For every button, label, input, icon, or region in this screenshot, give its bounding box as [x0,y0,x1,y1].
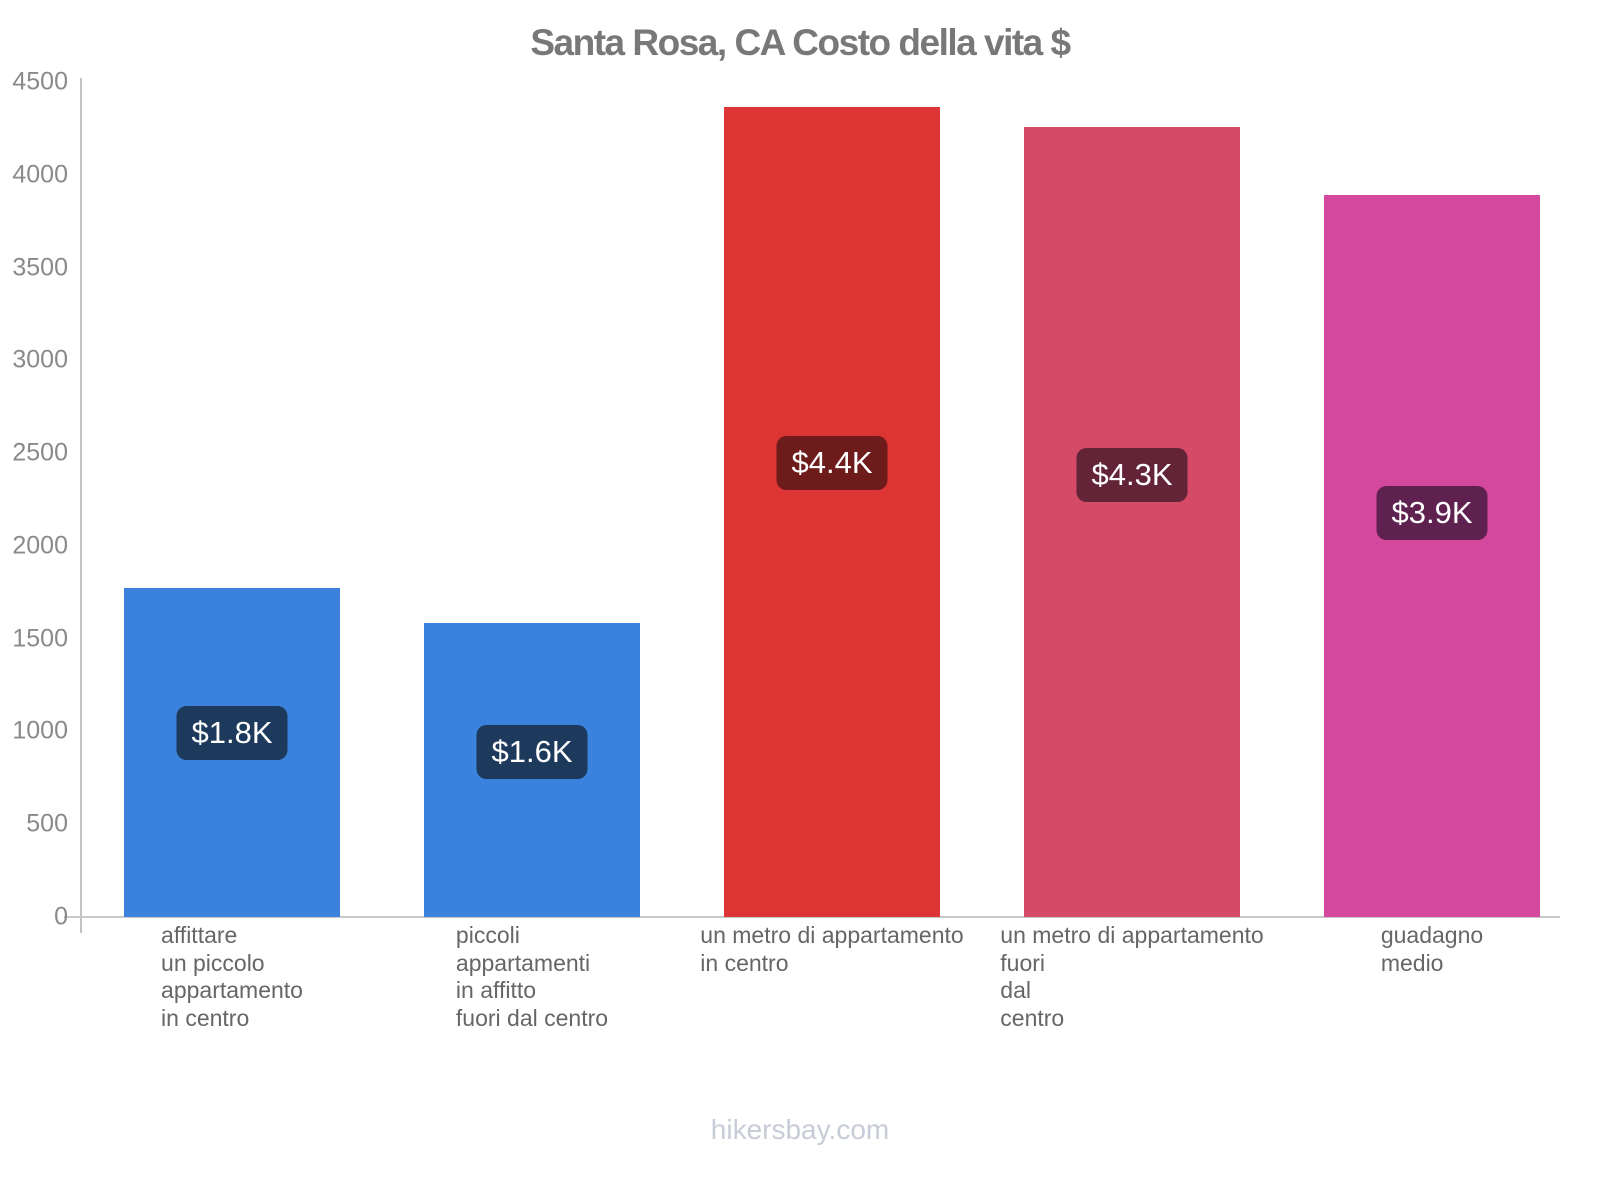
x-axis-line [64,916,1560,918]
y-tick-label: 3000 [12,345,68,374]
x-category-label-line: dal [1000,977,1031,1003]
x-category-label: affittare un piccolo appartamento in centro [161,922,303,1032]
bar-group-1: $1.8K [82,82,382,917]
chart-title: Santa Rosa, CA Costo della vita $ [530,22,1071,63]
bar-group-4: $4.3K [982,82,1282,917]
x-category-label: un metro di appartamento in centro [700,922,963,1032]
x-category-cell-4: un metro di appartamento fuori dal centro [982,922,1282,1032]
bar-1: $1.8K [124,588,340,917]
x-category-label: piccoli appartamenti in affitto fuori dal c… [456,922,608,1032]
y-tick-label: 4500 [12,67,68,96]
bar-value-label: $3.9K [1376,485,1488,540]
y-tick-label: 500 [26,809,68,838]
y-tick-label: 1000 [12,716,68,745]
x-category-label-line: appartamenti [455,949,591,976]
x-category-cell-2: piccoli appartamenti in affitto fuori dal c… [382,922,682,1032]
y-tick-label: 0 [54,902,68,931]
bar-4: $4.3K [1024,127,1240,917]
x-axis-labels: affittare un piccolo appartamento in centro… [82,922,1582,1032]
x-category-label-line: in centro [161,1004,250,1031]
y-tick-label: 1500 [12,624,68,653]
x-category-label-line: medio [1380,949,1444,976]
x-category-label: guadagno medio [1381,922,1483,1032]
x-category-label-line: piccoli [455,922,520,948]
x-category-cell-5: guadagno medio [1282,922,1582,1032]
bar-value-label: $1.8K [176,705,288,760]
x-category-label-line: in affitto [455,977,537,1003]
x-category-label-line: centro [1000,1004,1065,1031]
y-tick-label: 2000 [12,531,68,560]
y-tick-label: 3500 [12,253,68,282]
bar-2: $1.6K [424,623,640,917]
x-category-label-line: appartamento [161,977,303,1003]
x-category-label-line: guadagno [1380,922,1484,948]
x-category-label-line: in centro [700,949,789,976]
x-category-label-line: un metro di appartamento [700,922,964,948]
x-category-label-line: un piccolo [161,949,265,976]
bar-group-2: $1.6K [382,82,682,917]
bar-value-label: $1.6K [476,725,588,780]
x-category-cell-1: affittare un piccolo appartamento in centro [82,922,382,1032]
bar-3: $4.4K [724,107,940,917]
bar-5: $3.9K [1324,195,1540,917]
x-category-cell-3: un metro di appartamento in centro [682,922,982,1032]
x-category-label-line: affittare [161,922,238,948]
y-tick-label: 2500 [12,438,68,467]
bar-value-label: $4.3K [1076,447,1188,502]
x-category-label-line: fuori [1000,949,1046,976]
plot-area: $1.8K $1.6K $4.4K $4.3K $3.9K [82,82,1582,917]
y-axis-line [80,78,82,933]
bar-value-label: $4.4K [776,436,888,491]
watermark: hikersbay.com [710,1114,890,1145]
x-category-label-line: fuori dal centro [455,1004,609,1031]
bar-group-5: $3.9K [1282,82,1582,917]
x-category-label: un metro di appartamento fuori dal centro [1000,922,1263,1032]
bar-group-3: $4.4K [682,82,982,917]
y-tick-label: 4000 [12,160,68,189]
x-category-label-line: un metro di appartamento [1000,922,1264,948]
